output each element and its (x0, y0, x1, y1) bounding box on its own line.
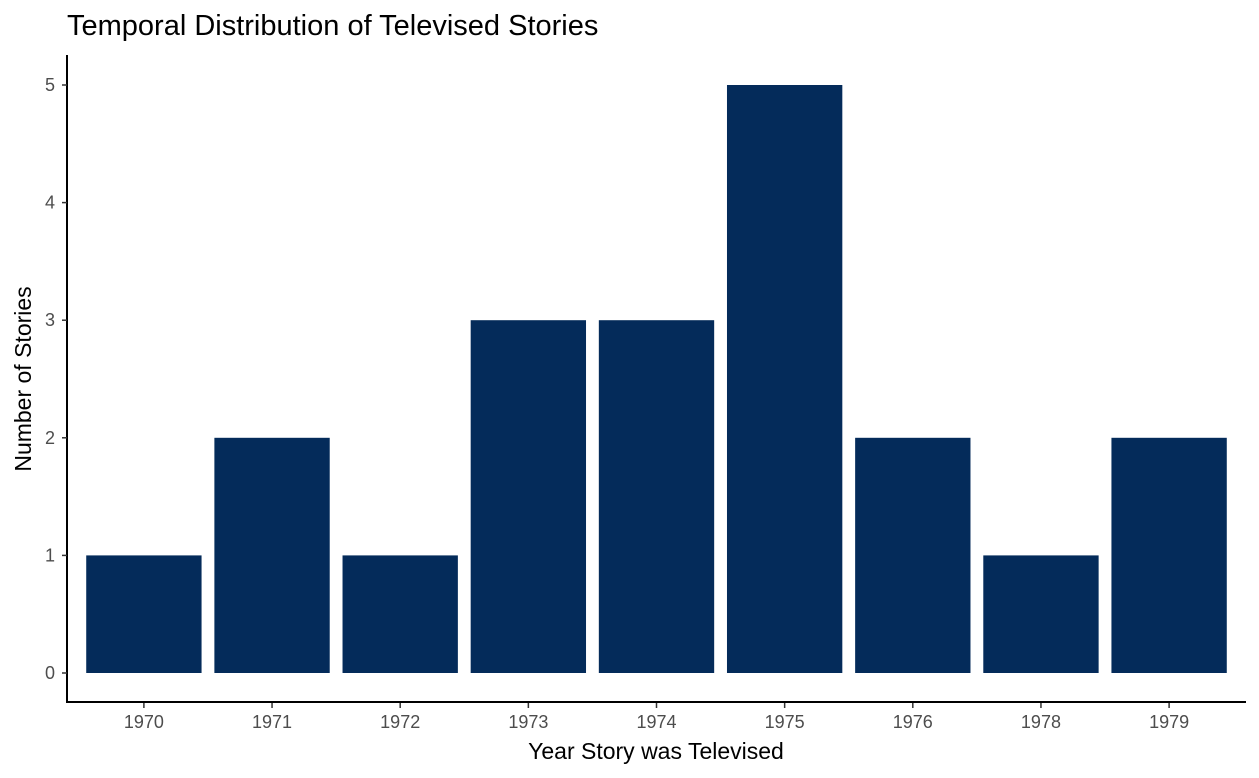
x-tick-label: 1972 (380, 712, 420, 732)
bar-1970 (86, 555, 202, 673)
x-tick-label: 1976 (893, 712, 933, 732)
bars-layer (86, 85, 1227, 673)
bar-1972 (342, 555, 458, 673)
y-ticks-layer: 0 1 2 3 4 5 (45, 75, 67, 683)
x-tick-label: 1978 (1021, 712, 1061, 732)
y-tick-label: 3 (45, 310, 55, 330)
x-tick-label: 1974 (636, 712, 676, 732)
x-axis-label: Year Story was Televised (528, 738, 784, 764)
bar-1978 (983, 555, 1099, 673)
y-tick-label: 4 (45, 193, 55, 213)
bar-1973 (470, 320, 587, 673)
bar-1974 (598, 320, 715, 673)
y-tick-label: 1 (45, 545, 55, 565)
x-tick-label: 1970 (124, 712, 164, 732)
y-tick-label: 0 (45, 663, 55, 683)
y-tick-label: 2 (45, 428, 55, 448)
chart-title: Temporal Distribution of Televised Stori… (67, 10, 598, 42)
bar-1975 (726, 85, 843, 673)
x-ticks-layer: 1970 1971 1972 1973 1974 1975 1976 1978 1979 (124, 703, 1189, 732)
bar-1971 (214, 437, 330, 673)
y-tick-label: 5 (45, 75, 55, 95)
bar-1976 (855, 437, 971, 673)
x-tick-label: 1973 (508, 712, 548, 732)
y-axis-label: Number of Stories (10, 286, 36, 471)
x-tick-label: 1975 (765, 712, 805, 732)
bar-1979 (1111, 437, 1227, 673)
x-tick-label: 1971 (252, 712, 292, 732)
x-tick-label: 1979 (1149, 712, 1189, 732)
